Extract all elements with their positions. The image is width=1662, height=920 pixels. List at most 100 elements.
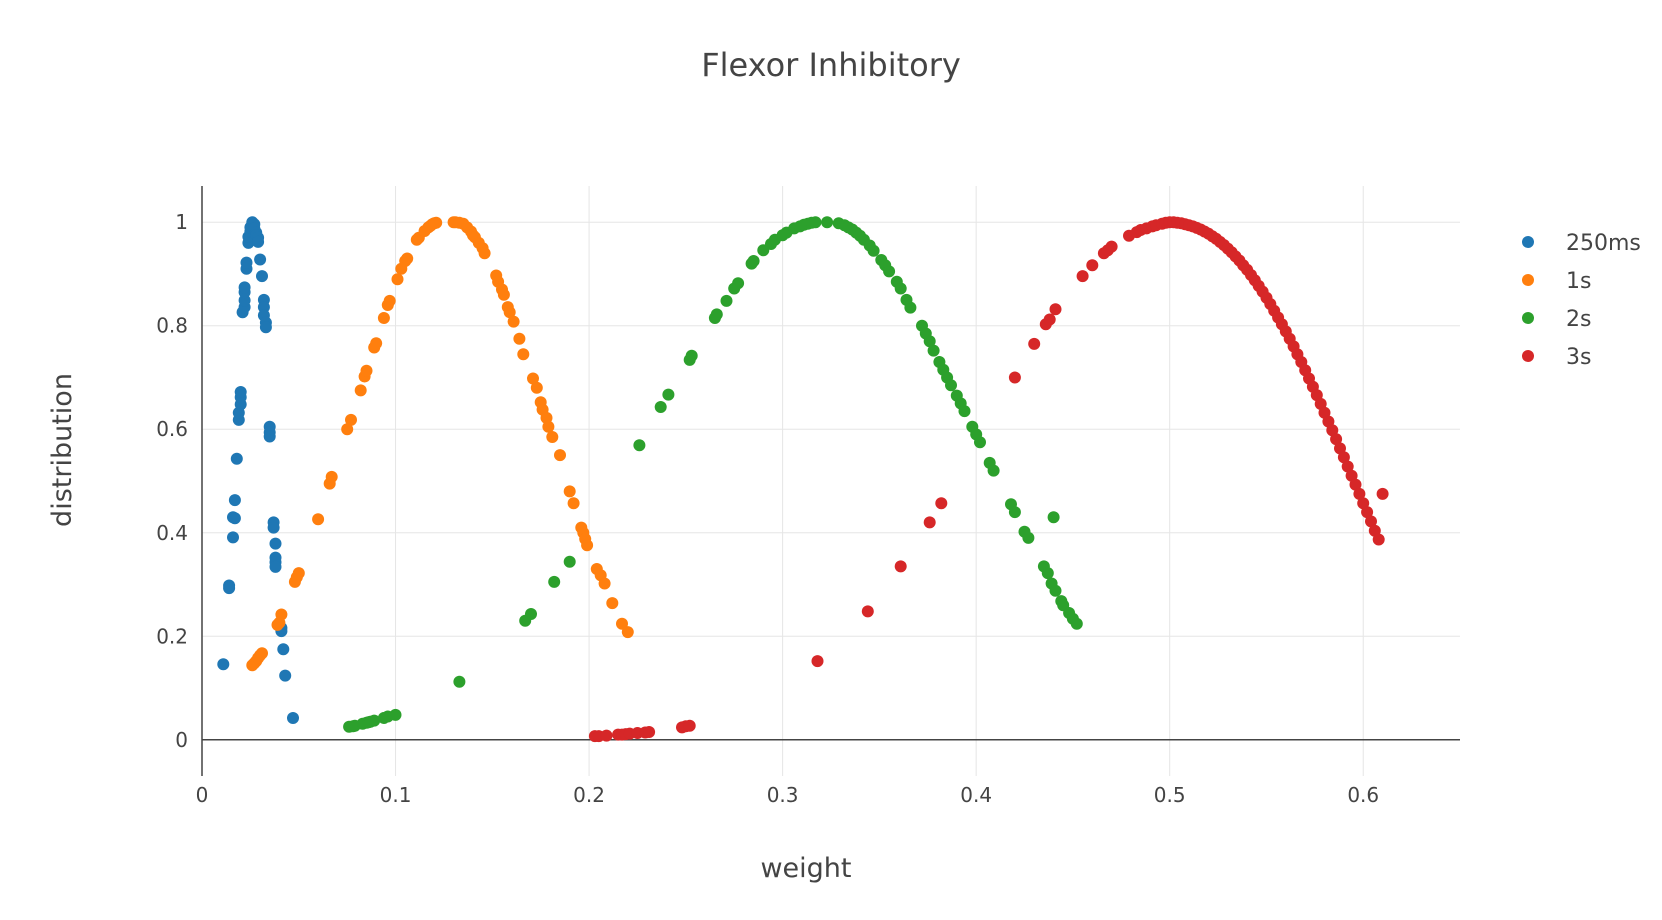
data-point — [867, 244, 880, 257]
data-point — [732, 277, 745, 290]
data-point — [809, 216, 822, 229]
data-point — [360, 364, 373, 377]
data-point — [1022, 531, 1035, 544]
data-point — [563, 485, 576, 498]
data-point — [643, 726, 656, 738]
data-point — [1049, 584, 1062, 597]
data-point — [747, 255, 760, 267]
data-point — [503, 306, 516, 319]
data-point — [894, 560, 907, 573]
legend-label: 2s — [1566, 307, 1591, 332]
x-tick-label: 0.2 — [573, 783, 605, 807]
legend-marker — [1522, 312, 1534, 324]
data-point — [923, 516, 936, 529]
legend-marker — [1522, 236, 1534, 248]
y-tick-label: 0.2 — [156, 624, 188, 648]
data-point — [710, 308, 723, 321]
data-point — [567, 497, 580, 510]
data-point — [312, 513, 325, 526]
data-point — [683, 719, 696, 732]
series-1s — [246, 216, 634, 672]
data-point — [256, 270, 268, 283]
data-point — [1070, 617, 1083, 630]
data-point — [1365, 515, 1377, 528]
data-point — [292, 567, 305, 580]
data-point — [548, 575, 561, 588]
data-point — [654, 401, 667, 413]
legend-label: 3s — [1566, 345, 1591, 370]
y-axis-title: distribution — [47, 373, 78, 527]
legend-item-250ms[interactable]: 250ms — [1522, 231, 1641, 256]
data-point — [430, 216, 443, 229]
data-point — [217, 658, 230, 671]
legend-marker — [1522, 274, 1534, 286]
data-point — [581, 539, 594, 552]
y-tick-label: 0.4 — [156, 521, 188, 545]
data-point — [383, 294, 396, 307]
data-point — [904, 301, 917, 314]
data-point — [1028, 337, 1041, 350]
chart-title: Flexor Inhibitory — [701, 46, 961, 84]
data-point — [277, 643, 290, 656]
grid — [202, 186, 1460, 776]
legend-marker — [1522, 350, 1534, 362]
legend-item-3s[interactable]: 3s — [1522, 345, 1591, 370]
data-points — [217, 216, 1389, 743]
data-point — [497, 288, 510, 301]
x-tick-label: 0.1 — [380, 783, 412, 807]
legend-item-2s[interactable]: 2s — [1522, 307, 1591, 332]
data-point — [1041, 567, 1054, 580]
data-point — [259, 321, 272, 334]
data-point — [223, 582, 236, 595]
data-point — [606, 597, 619, 610]
data-point — [1008, 506, 1021, 519]
data-point — [228, 512, 241, 525]
data-point — [923, 335, 936, 348]
data-point — [1353, 487, 1366, 500]
x-tick-label: 0.3 — [767, 783, 799, 807]
data-point — [883, 265, 896, 278]
data-point — [1341, 460, 1354, 473]
data-point — [345, 413, 357, 426]
data-point — [546, 431, 559, 443]
data-point — [621, 626, 634, 639]
data-point — [1337, 451, 1350, 464]
data-point — [554, 449, 566, 462]
data-point — [267, 521, 280, 534]
data-point — [600, 729, 613, 742]
y-tick-label: 0.6 — [156, 417, 188, 441]
data-point — [598, 577, 611, 590]
x-axis-title: weight — [760, 853, 851, 884]
data-point — [238, 281, 251, 294]
data-point — [720, 294, 733, 307]
data-point — [227, 531, 239, 544]
y-tick-label: 0 — [175, 728, 188, 752]
series-3s — [588, 216, 1389, 743]
data-point — [234, 386, 247, 398]
data-point — [861, 605, 874, 618]
x-tick-label: 0.4 — [960, 783, 992, 807]
data-point — [401, 252, 414, 265]
y-tick-label: 1 — [175, 210, 188, 234]
data-point — [254, 253, 267, 266]
data-point — [478, 247, 491, 260]
data-point — [542, 420, 555, 433]
data-point — [527, 372, 539, 385]
data-point — [1349, 478, 1362, 491]
x-tick-label: 0 — [196, 783, 209, 807]
data-point — [1049, 303, 1062, 316]
axes: 0 0.1 0.2 0.3 0.4 0.5 0.6 0 0.2 0.4 0.6 0.8 1 — [156, 186, 1460, 807]
data-point — [368, 714, 381, 727]
data-point — [240, 256, 253, 269]
legend-item-1s[interactable]: 1s — [1522, 269, 1591, 294]
data-point — [662, 388, 675, 401]
data-point — [935, 497, 948, 510]
data-point — [685, 349, 698, 362]
data-point — [269, 537, 282, 550]
data-point — [894, 282, 907, 295]
data-point — [517, 348, 530, 361]
data-point — [263, 430, 276, 443]
data-point — [958, 405, 971, 418]
data-point — [1043, 313, 1056, 326]
data-point — [1008, 371, 1021, 384]
